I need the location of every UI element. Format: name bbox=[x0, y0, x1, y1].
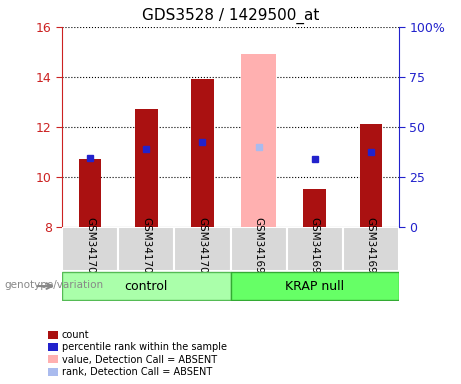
Text: GSM341697: GSM341697 bbox=[254, 217, 264, 280]
Title: GDS3528 / 1429500_at: GDS3528 / 1429500_at bbox=[142, 8, 319, 24]
Text: KRAP null: KRAP null bbox=[285, 280, 344, 293]
Bar bbox=[230, 272, 399, 300]
Bar bbox=[79, 159, 101, 227]
Text: control: control bbox=[124, 280, 168, 293]
Text: GSM341700: GSM341700 bbox=[85, 217, 95, 280]
Text: GSM341698: GSM341698 bbox=[310, 217, 319, 280]
Bar bbox=[191, 79, 214, 227]
Text: GSM341699: GSM341699 bbox=[366, 217, 376, 280]
Bar bbox=[118, 227, 174, 271]
Bar bbox=[62, 227, 118, 271]
Bar bbox=[343, 227, 399, 271]
Bar bbox=[241, 55, 277, 227]
Legend: count, percentile rank within the sample, value, Detection Call = ABSENT, rank, : count, percentile rank within the sample… bbox=[47, 328, 229, 379]
Text: GSM341702: GSM341702 bbox=[197, 217, 207, 280]
Bar bbox=[230, 227, 287, 271]
Text: genotype/variation: genotype/variation bbox=[5, 280, 104, 290]
Bar bbox=[303, 189, 326, 227]
Bar bbox=[360, 124, 382, 227]
Bar bbox=[135, 109, 158, 227]
Bar bbox=[287, 227, 343, 271]
Bar bbox=[62, 272, 230, 300]
Text: GSM341701: GSM341701 bbox=[142, 217, 151, 280]
Bar bbox=[174, 227, 230, 271]
